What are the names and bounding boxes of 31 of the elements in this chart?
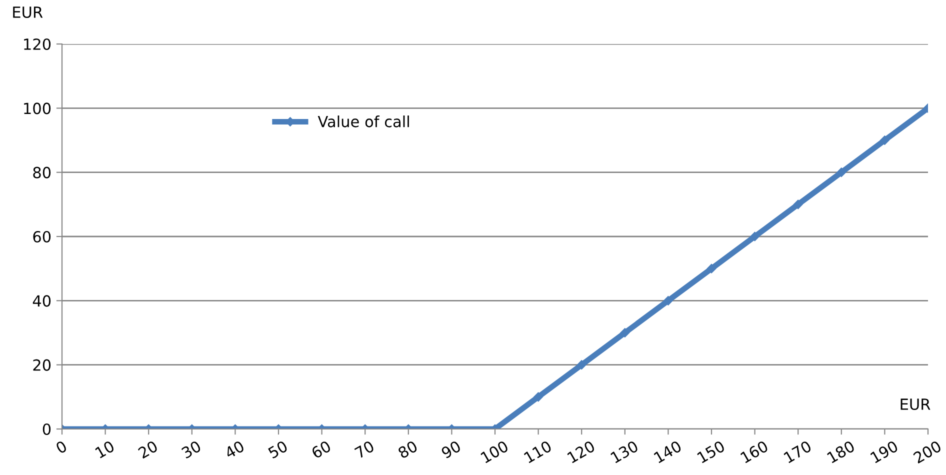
y-tick-label: 0 (42, 423, 51, 436)
x-tick-label: 120 (566, 440, 596, 464)
x-tick-label: 100 (480, 440, 509, 464)
x-tick-label: 200 (912, 440, 942, 464)
x-tick-label: 130 (610, 440, 639, 464)
x-tick-label: 20 (138, 440, 158, 459)
y-tick-label: 60 (33, 230, 51, 243)
x-tick-label: 80 (397, 440, 418, 459)
y-tick-label: 20 (33, 359, 51, 371)
x-tick-label: 50 (268, 440, 288, 459)
x-tick-label: 160 (740, 440, 769, 464)
x-axis-title: EUR (900, 398, 930, 410)
x-tick-label: 110 (524, 440, 552, 464)
y-tick-label: 80 (33, 166, 51, 178)
y-axis-title: EUR (13, 6, 43, 18)
x-tick-label: 0 (55, 440, 68, 454)
x-tick-label: 10 (94, 440, 116, 459)
x-tick-label: 170 (783, 440, 812, 464)
y-tick-label: 40 (32, 295, 51, 307)
x-tick-label: 70 (354, 440, 375, 459)
x-tick-label: 150 (696, 440, 726, 464)
x-tick-label: 190 (870, 440, 899, 464)
y-tick-label: 120 (24, 38, 51, 50)
y-tick-label: 100 (24, 102, 51, 114)
x-tick-label: 40 (224, 440, 245, 460)
x-tick-label: 60 (310, 440, 332, 459)
legend-label: Value of call (318, 116, 409, 128)
x-tick-label: 30 (180, 440, 202, 459)
x-tick-label: 90 (440, 440, 462, 459)
x-tick-label: 140 (653, 440, 682, 464)
x-tick-label: 180 (826, 440, 856, 464)
